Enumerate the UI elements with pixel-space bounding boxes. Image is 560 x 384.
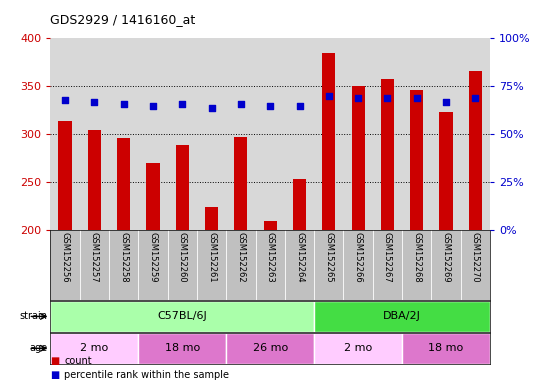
Point [412, 95, 421, 101]
Text: GSM152268: GSM152268 [412, 232, 421, 283]
Text: GSM152263: GSM152263 [265, 232, 275, 283]
Point [236, 101, 245, 107]
Bar [440, 112, 452, 230]
Text: GSM152264: GSM152264 [295, 232, 304, 283]
Bar [469, 71, 482, 230]
Point [441, 99, 450, 105]
Text: age: age [30, 343, 48, 353]
Point [90, 99, 99, 105]
Text: ■: ■ [50, 370, 60, 380]
Bar [352, 86, 365, 230]
Text: C57BL/6J: C57BL/6J [157, 311, 207, 321]
Text: GSM152262: GSM152262 [236, 232, 245, 283]
Text: GSM152265: GSM152265 [324, 232, 333, 283]
Text: GSM152266: GSM152266 [353, 232, 363, 283]
Point [148, 103, 157, 109]
Bar [226, 333, 314, 364]
Text: GSM152260: GSM152260 [178, 232, 187, 283]
Text: count: count [64, 356, 92, 366]
Text: DBA/2J: DBA/2J [383, 311, 421, 321]
Text: 18 mo: 18 mo [165, 343, 200, 353]
Text: 18 mo: 18 mo [428, 343, 464, 353]
Bar [234, 137, 248, 230]
Bar [293, 179, 306, 230]
Bar [138, 333, 226, 364]
Text: 2 mo: 2 mo [344, 343, 372, 353]
Bar [410, 90, 423, 230]
Bar [50, 333, 138, 364]
Bar [176, 145, 189, 230]
Text: 26 mo: 26 mo [253, 343, 288, 353]
Text: ■: ■ [50, 356, 60, 366]
Point [354, 95, 363, 101]
Point [119, 101, 128, 107]
Text: GSM152269: GSM152269 [441, 232, 451, 283]
Point [295, 103, 304, 109]
Bar [146, 163, 160, 230]
Text: GSM152267: GSM152267 [383, 232, 392, 283]
Text: GSM152259: GSM152259 [148, 232, 157, 283]
Text: GSM152261: GSM152261 [207, 232, 216, 283]
Text: GSM152257: GSM152257 [90, 232, 99, 283]
Point [207, 104, 216, 111]
Bar [50, 301, 314, 332]
Text: GSM152258: GSM152258 [119, 232, 128, 283]
Bar [88, 129, 101, 230]
Bar [322, 53, 335, 230]
Bar [205, 207, 218, 230]
Text: strain: strain [20, 311, 48, 321]
Text: percentile rank within the sample: percentile rank within the sample [64, 370, 230, 380]
Text: GDS2929 / 1416160_at: GDS2929 / 1416160_at [50, 13, 195, 26]
Point [265, 103, 274, 109]
Point [178, 101, 187, 107]
Bar [381, 79, 394, 230]
Bar [314, 333, 402, 364]
Text: GSM152256: GSM152256 [60, 232, 69, 283]
Bar [58, 121, 72, 230]
Text: GSM152270: GSM152270 [471, 232, 480, 283]
Bar [264, 221, 277, 230]
Point [471, 95, 480, 101]
Point [60, 97, 69, 103]
Text: 2 mo: 2 mo [80, 343, 109, 353]
Bar [314, 301, 490, 332]
Point [324, 93, 333, 99]
Point [383, 95, 392, 101]
Bar [117, 138, 130, 230]
Bar [402, 333, 490, 364]
